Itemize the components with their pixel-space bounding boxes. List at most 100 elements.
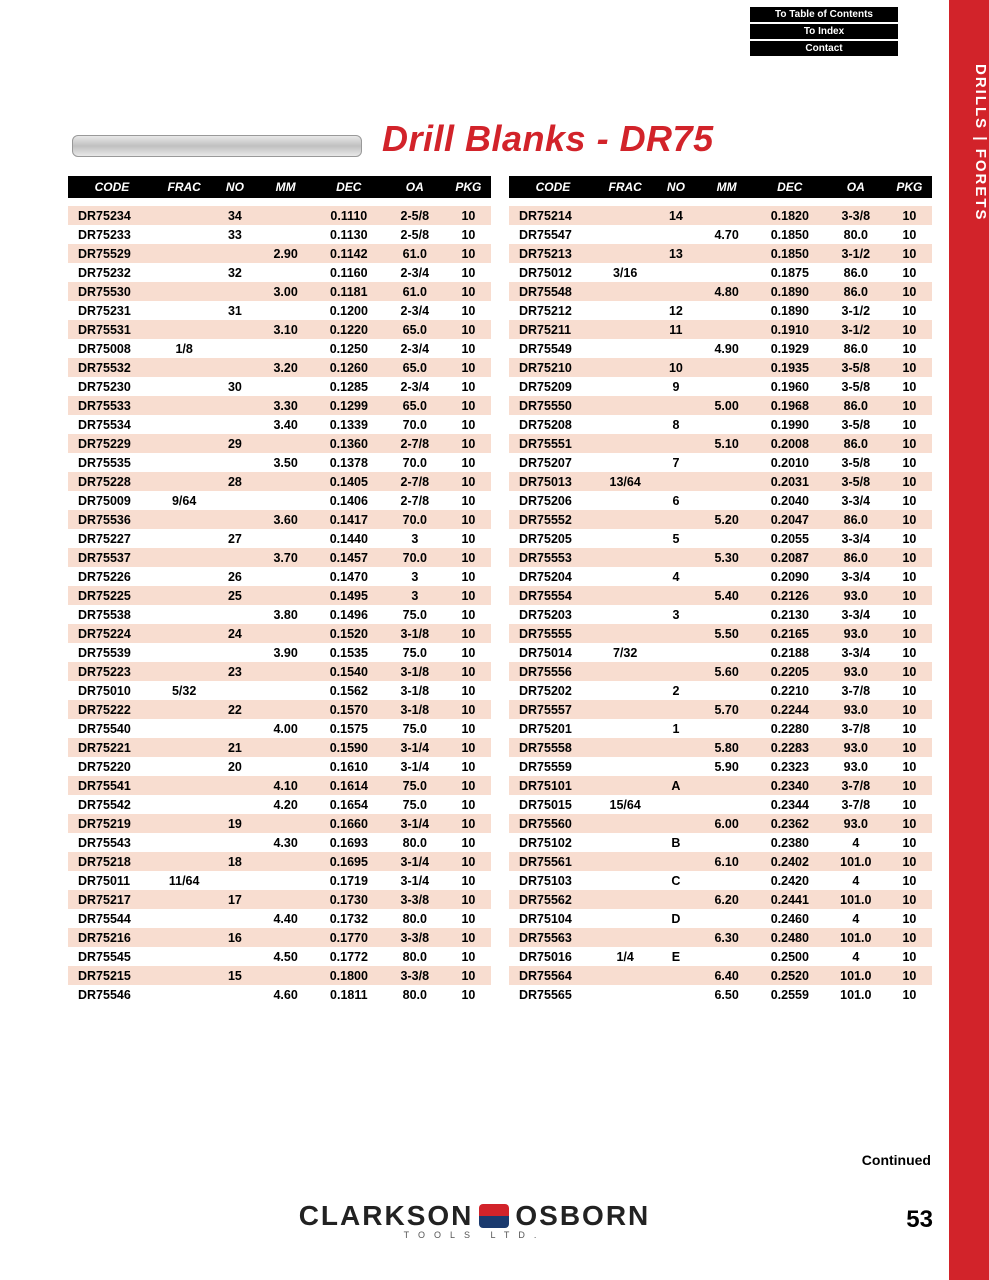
table-cell: DR75210 (509, 358, 597, 377)
table-cell (597, 890, 653, 909)
table-cell: DR75222 (68, 700, 156, 719)
col-header: PKG (446, 176, 491, 198)
table-cell (597, 453, 653, 472)
table-cell: DR75559 (509, 757, 597, 776)
table-row: DR755555.500.216593.010 (509, 624, 932, 643)
table-cell: 75.0 (384, 605, 446, 624)
table-cell: 10 (887, 719, 932, 738)
table-cell: 3-7/8 (825, 681, 887, 700)
table-cell: 0.1406 (314, 491, 384, 510)
table-cell: 3-1/4 (384, 814, 446, 833)
table-cell: 10 (446, 567, 491, 586)
table-row: DR755313.100.122065.010 (68, 320, 491, 339)
table-cell: 3-5/8 (825, 453, 887, 472)
table-cell: 0.2010 (755, 453, 825, 472)
table-cell: 10 (887, 985, 932, 1004)
table-row: DR755333.300.129965.010 (68, 396, 491, 415)
table-cell: 18 (212, 852, 257, 871)
table-row: DR75232320.11602-3/410 (68, 263, 491, 282)
table-row: DR755545.400.212693.010 (509, 586, 932, 605)
table-cell: DR75214 (509, 206, 597, 225)
table-cell: 10 (887, 415, 932, 434)
table-cell: 3-3/4 (825, 491, 887, 510)
table-cell: 5.30 (698, 548, 754, 567)
table-cell: 0.1660 (314, 814, 384, 833)
table-cell: 61.0 (384, 282, 446, 301)
table-cell: 9/64 (156, 491, 212, 510)
table-row: DR755484.800.189086.010 (509, 282, 932, 301)
table-cell (257, 852, 313, 871)
table-cell: 28 (212, 472, 257, 491)
table-cell (212, 833, 257, 852)
table-cell: DR75103 (509, 871, 597, 890)
table-row: DR7520220.22103-7/810 (509, 681, 932, 700)
table-cell: DR75217 (68, 890, 156, 909)
table-cell: 4.70 (698, 225, 754, 244)
table-row: DR755646.400.2520101.010 (509, 966, 932, 985)
table-row: DR7520440.20903-3/410 (509, 567, 932, 586)
table-cell (597, 757, 653, 776)
table-cell (597, 529, 653, 548)
table-cell (156, 586, 212, 605)
table-cell (156, 377, 212, 396)
table-cell (257, 757, 313, 776)
table-row: DR755626.200.2441101.010 (509, 890, 932, 909)
nav-toc[interactable]: To Table of Contents (749, 6, 899, 23)
table-cell: 0.1890 (755, 282, 825, 301)
col-header: OA (825, 176, 887, 198)
table-cell: DR75541 (68, 776, 156, 795)
table-cell: 4 (825, 909, 887, 928)
table-cell: 5.60 (698, 662, 754, 681)
table-row: DR755515.100.200886.010 (509, 434, 932, 453)
table-cell: 101.0 (825, 890, 887, 909)
table-cell (156, 396, 212, 415)
table-cell: 10 (887, 871, 932, 890)
table-cell (653, 814, 698, 833)
table-cell: 0.1929 (755, 339, 825, 358)
table-cell: 10 (446, 738, 491, 757)
table-cell: 3-5/8 (825, 377, 887, 396)
table-cell: 20 (212, 757, 257, 776)
table-cell: 0.2188 (755, 643, 825, 662)
table-cell (257, 225, 313, 244)
table-cell: 4 (825, 947, 887, 966)
table-cell: 10 (446, 320, 491, 339)
table-cell (698, 719, 754, 738)
table-cell: 4 (825, 871, 887, 890)
table-cell: 0.1260 (314, 358, 384, 377)
table-cell (156, 548, 212, 567)
table-cell (698, 795, 754, 814)
table-cell: DR75565 (509, 985, 597, 1004)
table-cell: 3-3/8 (825, 206, 887, 225)
nav-index[interactable]: To Index (749, 23, 899, 40)
table-cell: DR75548 (509, 282, 597, 301)
table-row: DR755606.000.236293.010 (509, 814, 932, 833)
brand-text-2: OSBORN (515, 1200, 650, 1232)
table-cell: 7/32 (597, 643, 653, 662)
table-cell (597, 871, 653, 890)
table-cell: 93.0 (825, 814, 887, 833)
table-row: DR755414.100.161475.010 (68, 776, 491, 795)
table-cell (156, 206, 212, 225)
table-cell: 10 (446, 852, 491, 871)
table-cell: 3.70 (257, 548, 313, 567)
table-cell (698, 358, 754, 377)
table-cell (156, 890, 212, 909)
table-cell: 3-1/8 (384, 681, 446, 700)
table-row: DR75219190.16603-1/410 (68, 814, 491, 833)
table-cell: 13/64 (597, 472, 653, 491)
table-cell: 10 (653, 358, 698, 377)
table-row: DR75212120.18903-1/210 (509, 301, 932, 320)
table-cell (156, 225, 212, 244)
table-cell: 4.10 (257, 776, 313, 795)
table-cell: 0.1405 (314, 472, 384, 491)
table-row: DR750161/4E0.2500410 (509, 947, 932, 966)
spec-tables: CODEFRACNOMMDECOAPKG DR75234340.11102-5/… (68, 176, 933, 1004)
table-cell: 70.0 (384, 415, 446, 434)
table-cell: 10 (887, 757, 932, 776)
table-cell: 0.2340 (755, 776, 825, 795)
table-cell: 10 (887, 624, 932, 643)
table-cell (212, 795, 257, 814)
table-cell: 10 (446, 833, 491, 852)
nav-contact[interactable]: Contact (749, 40, 899, 57)
